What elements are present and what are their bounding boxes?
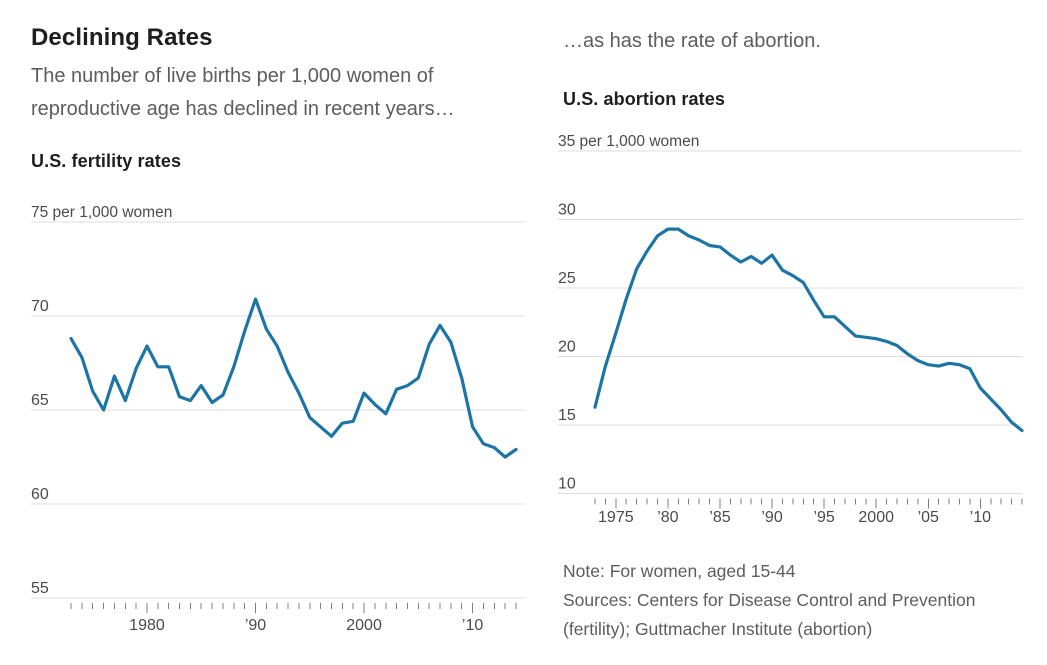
x-tick-label: ’05 xyxy=(918,509,939,526)
y-tick-label: 60 xyxy=(31,486,49,503)
sources-text: Sources: Centers for Disease Control and… xyxy=(563,590,976,639)
x-tick-label: ’10 xyxy=(462,617,483,634)
fertility-data-line xyxy=(69,297,518,459)
chart-footnotes: Note: For women, aged 15-44 Sources: Cen… xyxy=(563,557,1025,644)
x-axis-labels: 1975 ’80 ’85 ’90 ’95 2000 ’05 ’10 xyxy=(598,509,991,526)
x-tick-label: ’90 xyxy=(245,617,266,634)
fertility-chart-title: U.S. fertility rates xyxy=(31,151,182,171)
x-axis-ticks xyxy=(594,498,1023,509)
figure-subtitle-left: The number of live births per 1,000 wome… xyxy=(31,65,455,120)
y-axis-labels: 35 per 1,000 women 30 25 20 15 10 xyxy=(558,133,699,493)
y-tick-label: 25 xyxy=(558,270,576,287)
fertility-line-chart: 75 per 1,000 women 70 65 60 55 1980 ’90 2000 ’10 xyxy=(31,204,525,634)
y-tick-label: 20 xyxy=(558,339,576,356)
x-tick-label: 2000 xyxy=(858,509,894,526)
y-axis-unit-label: 35 per 1,000 women xyxy=(558,133,699,150)
y-axis-labels: 75 per 1,000 women 70 65 60 55 xyxy=(31,204,172,597)
y-tick-label: 10 xyxy=(558,476,576,493)
x-tick-label: ’80 xyxy=(657,509,678,526)
y-tick-label: 30 xyxy=(558,202,576,219)
x-axis-ticks xyxy=(70,603,517,613)
y-tick-label: 15 xyxy=(558,407,576,424)
gridlines xyxy=(31,221,525,599)
x-axis-labels: 1980 ’90 2000 ’10 xyxy=(129,617,483,634)
figure-subtitle-right: …as has the rate of abortion. xyxy=(563,30,821,52)
abortion-line-chart: 35 per 1,000 women 30 25 20 15 10 1975 ’80 ’85 ’9… xyxy=(558,133,1024,526)
x-tick-label: 1980 xyxy=(129,617,165,634)
y-tick-label: 70 xyxy=(31,298,49,315)
abortion-data-line xyxy=(593,227,1024,433)
y-tick-label: 65 xyxy=(31,392,49,409)
y-tick-label: 55 xyxy=(31,580,49,597)
note-text: Note: For women, aged 15-44 xyxy=(563,561,796,581)
x-tick-label: ’10 xyxy=(970,509,991,526)
abortion-chart-title: U.S. abortion rates xyxy=(563,89,725,109)
figure-title: Declining Rates xyxy=(31,24,213,51)
x-tick-label: ’90 xyxy=(761,509,782,526)
x-tick-label: 2000 xyxy=(346,617,382,634)
y-axis-unit-label: 75 per 1,000 women xyxy=(31,204,172,221)
x-tick-label: ’95 xyxy=(813,509,834,526)
gridlines xyxy=(558,150,1022,494)
x-tick-label: 1975 xyxy=(598,509,634,526)
x-tick-label: ’85 xyxy=(709,509,730,526)
